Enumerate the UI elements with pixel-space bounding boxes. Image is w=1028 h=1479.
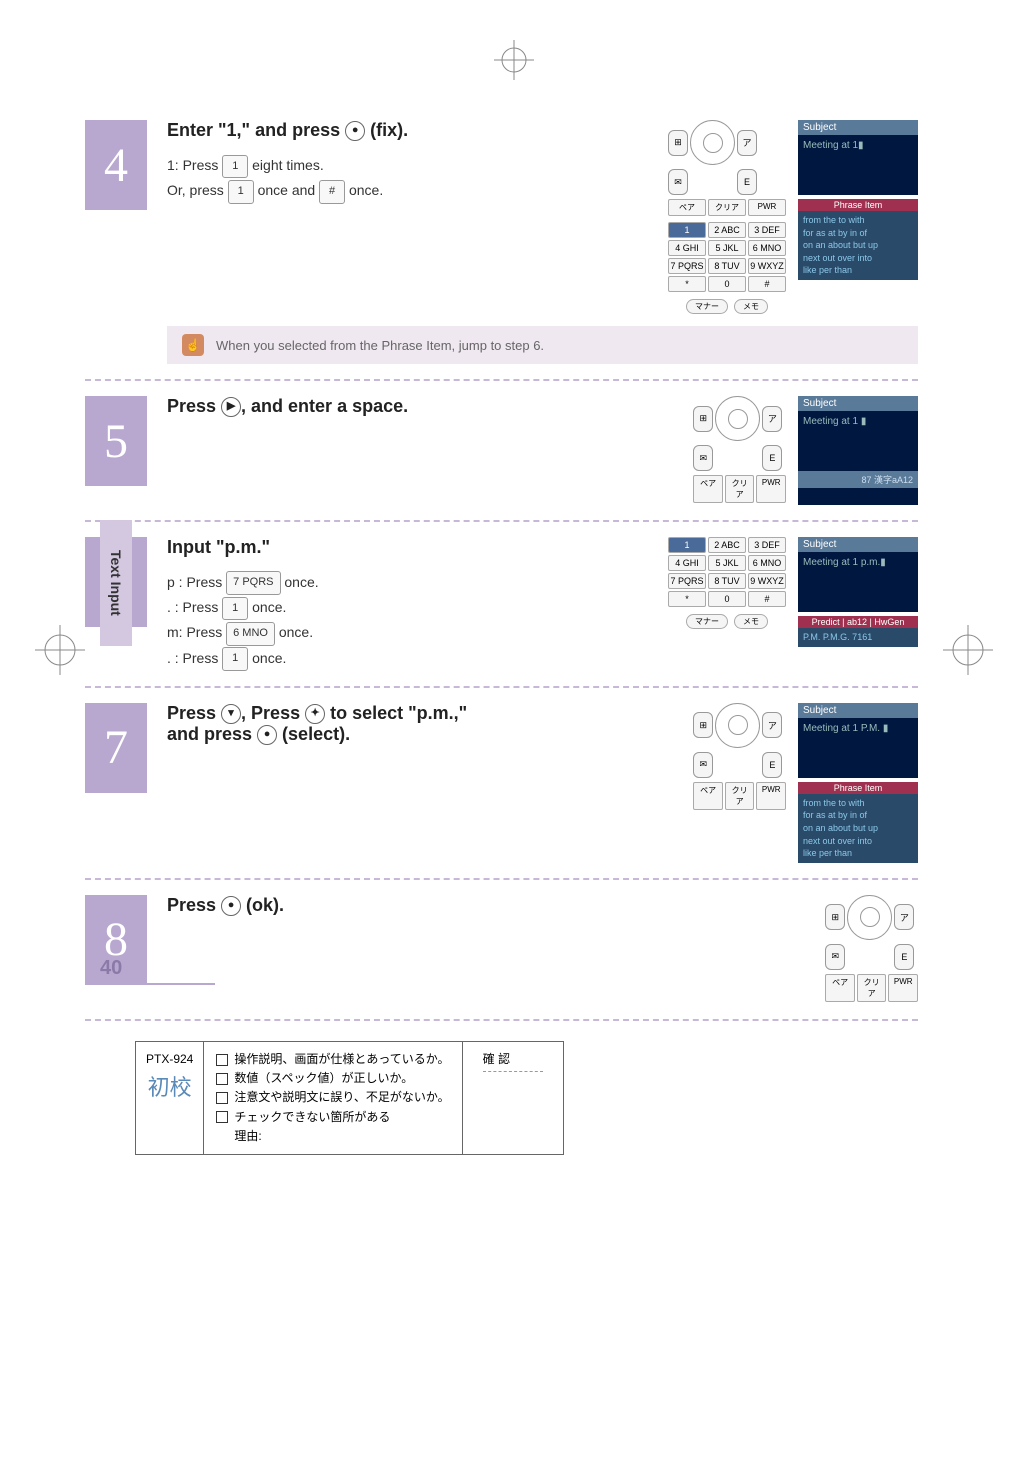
left-softkey-icon: ⊞	[693, 406, 713, 432]
phrase-item-box: Phrase Item from the to with for as at b…	[798, 782, 918, 863]
step-title: Input "p.m."	[167, 537, 319, 558]
phone-diagram: 12 ABC3 DEF 4 GHI5 JKL6 MNO 7 PQRS8 TUV9…	[668, 537, 786, 647]
step-body: 1: Press 1 eight times. Or, press 1 once…	[167, 153, 668, 203]
note-box: ☝ When you selected from the Phrase Item…	[167, 326, 918, 364]
screen-preview: Subject Meeting at 1 ▮ 87 漢字aA12	[798, 396, 918, 505]
step-8: 8 Press ● (ok). ⊞ ア ✉	[85, 895, 918, 1004]
right-softkey-icon: ア	[894, 904, 914, 930]
mail-key-icon: ✉	[693, 752, 713, 778]
center-key-icon: ●	[345, 121, 365, 141]
nav-circle-icon	[690, 120, 735, 165]
page-number-line	[95, 983, 215, 985]
step-title: Press ● (ok).	[167, 895, 284, 916]
ez-key-icon: E	[894, 944, 914, 970]
right-softkey-icon: ア	[737, 130, 757, 156]
keypad: 12 ABC3 DEF 4 GHI5 JKL6 MNO 7 PQRS8 TUV9…	[668, 537, 786, 607]
checkbox-icon	[216, 1092, 228, 1104]
key-1: 1	[222, 597, 248, 621]
nav-circle-icon	[715, 703, 760, 748]
key-1: 1	[222, 155, 248, 179]
page-number: 40	[100, 957, 122, 980]
step-7: 7 Press ▾, Press ✦ to select "p.m.," and…	[85, 703, 918, 863]
keypad: 12 ABC3 DEF 4 GHI5 JKL6 MNO 7 PQRS8 TUV9…	[668, 222, 786, 292]
predict-box: Predict | ab12 | HwGen P.M. P.M.G. 7161	[798, 616, 918, 647]
right-key-icon: ▶	[221, 397, 241, 417]
key-1: 1	[228, 180, 254, 204]
step-title: Enter "1," and press ● (fix).	[167, 120, 668, 141]
screen-preview: Subject Meeting at 1▮	[798, 120, 918, 195]
separator	[85, 1019, 918, 1021]
step-title: Press ▾, Press ✦ to select "p.m.," and p…	[167, 703, 487, 746]
phone-diagram: ⊞ ア ✉ E ペアクリアPWR	[693, 396, 786, 505]
key-7: 7 PQRS	[226, 571, 280, 595]
crop-mark-right	[943, 625, 993, 675]
step-title: Press ▶, and enter a space.	[167, 396, 408, 417]
screen-preview: Subject Meeting at 1 P.M. ▮	[798, 703, 918, 778]
mail-key-icon: ✉	[668, 169, 688, 195]
ez-key-icon: E	[762, 752, 782, 778]
ez-key-icon: E	[762, 445, 782, 471]
proof-footer: PTX-924 初校 操作説明、画面が仕様とあっているか。 数値（スペック値）が…	[135, 1041, 564, 1155]
separator	[85, 686, 918, 688]
left-softkey-icon: ⊞	[825, 904, 845, 930]
phone-diagram: ⊞ ア ✉ E ペアクリアPWR	[693, 703, 786, 863]
step-6: 6 Input "p.m." p : Press 7 PQRS once. . …	[85, 537, 918, 671]
proof-status: 初校	[146, 1070, 193, 1102]
crop-mark-left	[35, 625, 85, 675]
confirm-label: 確 認	[483, 1050, 543, 1067]
separator	[85, 379, 918, 381]
phrase-item-box: Phrase Item from the to with for as at b…	[798, 199, 918, 280]
separator	[85, 878, 918, 880]
down-key-icon: ▾	[221, 704, 241, 724]
mail-key-icon: ✉	[693, 445, 713, 471]
center-key-icon: ●	[257, 725, 277, 745]
mail-key-icon: ✉	[825, 944, 845, 970]
key-hash: #	[319, 180, 345, 204]
step-body: p : Press 7 PQRS once. . : Press 1 once.…	[167, 570, 319, 671]
step-number: 4	[85, 120, 147, 210]
separator	[85, 520, 918, 522]
right-softkey-icon: ア	[762, 712, 782, 738]
step-4: 4 Enter "1," and press ● (fix). 1: Press…	[85, 120, 918, 364]
checklist: 操作説明、画面が仕様とあっているか。 数値（スペック値）が正しいか。 注意文や説…	[204, 1042, 461, 1154]
phone-diagram: ⊞ ア ✉ E ペアクリアPWR	[825, 895, 918, 1004]
nav-circle-icon	[715, 396, 760, 441]
ez-key-icon: E	[737, 169, 757, 195]
checkbox-icon	[216, 1111, 228, 1123]
key-6: 6 MNO	[226, 622, 275, 646]
screen-preview: Subject Meeting at 1 p.m.▮	[798, 537, 918, 612]
checkbox-icon	[216, 1073, 228, 1085]
phone-diagram: ⊞ ア ✉ E ペアクリアPWR 12 ABC3 DEF 4 GHI5	[668, 120, 786, 314]
left-softkey-icon: ⊞	[668, 130, 688, 156]
step-number: 5	[85, 396, 147, 486]
note-icon: ☝	[182, 334, 204, 356]
left-softkey-icon: ⊞	[693, 712, 713, 738]
right-softkey-icon: ア	[762, 406, 782, 432]
checkbox-icon	[216, 1054, 228, 1066]
side-tab: Text Input	[100, 520, 132, 646]
nav-key-icon: ✦	[305, 704, 325, 724]
model-number: PTX-924	[146, 1052, 193, 1066]
nav-circle-icon	[847, 895, 892, 940]
step-5: 5 Press ▶, and enter a space. ⊞ ア ✉	[85, 396, 918, 505]
step-number: 7	[85, 703, 147, 793]
crop-mark-top	[494, 40, 534, 80]
center-key-icon: ●	[221, 896, 241, 916]
key-1: 1	[222, 647, 248, 671]
